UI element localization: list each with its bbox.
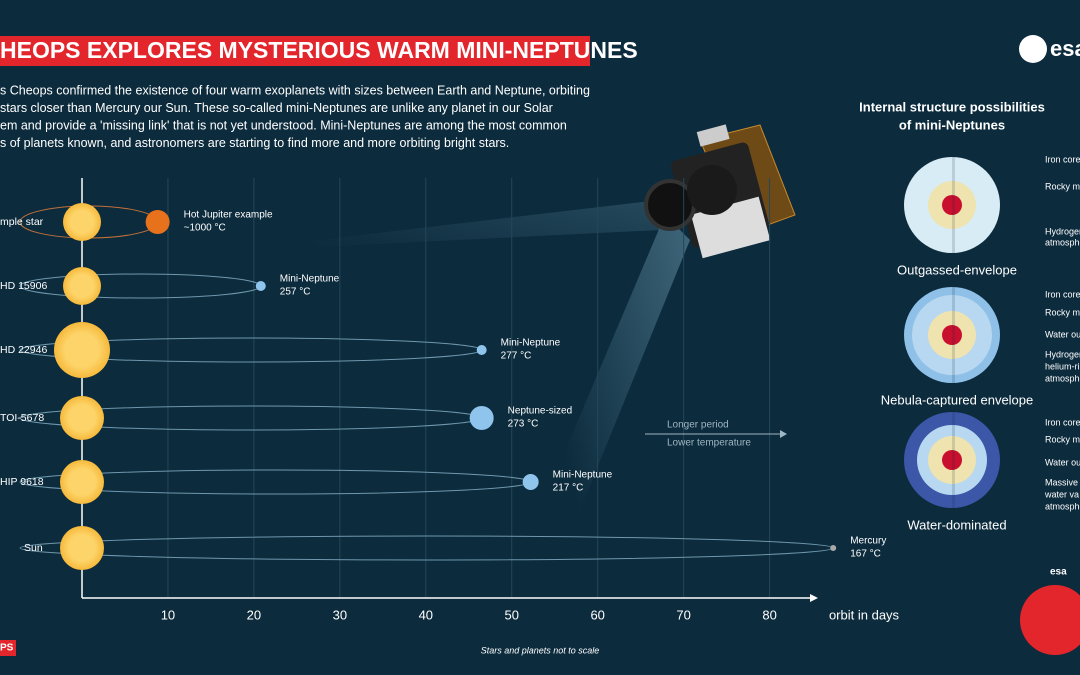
structure-title: of mini-Neptunes bbox=[899, 117, 1005, 132]
x-tick-label: 30 bbox=[333, 607, 347, 622]
planet bbox=[476, 345, 487, 355]
title: HEOPS EXPLORES MYSTERIOUS WARM MINI-NEPT… bbox=[0, 37, 638, 63]
title-band bbox=[0, 36, 590, 66]
mission-badge bbox=[0, 640, 16, 656]
annotation: Lower temperature bbox=[667, 438, 751, 449]
layer bbox=[942, 195, 962, 215]
axis-arrow bbox=[810, 594, 818, 602]
x-tick-label: 50 bbox=[505, 607, 519, 622]
structure-title: Internal structure possibilities bbox=[859, 99, 1045, 114]
annotation-head bbox=[780, 430, 787, 438]
layer-label: atmosphe bbox=[1045, 237, 1080, 247]
x-tick-label: 10 bbox=[161, 607, 175, 622]
layer-label: Water ou bbox=[1045, 329, 1080, 339]
star-label: mple star bbox=[0, 216, 44, 228]
layer-label: water va bbox=[1044, 489, 1079, 499]
layer-label: Iron core bbox=[1045, 154, 1080, 164]
x-axis-label: orbit in days bbox=[829, 607, 900, 622]
layer-label: Hydrogen bbox=[1045, 349, 1080, 359]
layer-label: Iron core bbox=[1045, 289, 1080, 299]
layer-label: Rocky ma bbox=[1045, 181, 1080, 191]
beam bbox=[540, 215, 690, 510]
intro-line: s of planets known, and astronomers are … bbox=[0, 136, 509, 150]
layer bbox=[942, 325, 962, 345]
star bbox=[63, 203, 101, 241]
layer-label: Iron core bbox=[1045, 417, 1080, 427]
layer bbox=[942, 450, 962, 470]
x-tick-label: 70 bbox=[676, 607, 690, 622]
star-label: HIP 9618 bbox=[0, 476, 44, 488]
planet-label: Mini-Neptune bbox=[280, 274, 340, 285]
planet bbox=[830, 545, 837, 551]
planet-label: Neptune-sized bbox=[508, 406, 572, 417]
layer-label: Hydrogen bbox=[1045, 226, 1080, 236]
layer-label: helium-ri bbox=[1045, 361, 1080, 371]
model-name: Outgassed-envelope bbox=[897, 262, 1017, 277]
layer-label: Massive bbox=[1045, 477, 1078, 487]
temperature-label: 257 °C bbox=[280, 287, 311, 298]
logo-mark bbox=[1019, 35, 1047, 63]
star-label: HD 15906 bbox=[0, 280, 47, 292]
x-tick-label: 80 bbox=[762, 607, 776, 622]
note: Stars and planets not to scale bbox=[481, 645, 600, 655]
temperature-label: ~1000 °C bbox=[184, 223, 226, 234]
temperature-label: 217 °C bbox=[553, 483, 584, 494]
layer-label: Rocky ma bbox=[1045, 434, 1080, 444]
star bbox=[60, 396, 104, 440]
mission: PS bbox=[0, 643, 14, 654]
temperature-label: 277 °C bbox=[501, 351, 532, 362]
star bbox=[60, 460, 104, 504]
intro-line: s Cheops confirmed the existence of four… bbox=[0, 83, 590, 97]
star bbox=[60, 526, 104, 570]
model-name: Nebula-captured envelope bbox=[881, 392, 1034, 407]
star-label: TOI-5678 bbox=[0, 412, 44, 424]
star bbox=[63, 267, 101, 305]
planet bbox=[145, 210, 170, 234]
planet bbox=[469, 406, 494, 430]
temperature-label: 273 °C bbox=[508, 419, 539, 430]
layer-label: Rocky ma bbox=[1045, 307, 1080, 317]
star-label: HD 22946 bbox=[0, 344, 47, 356]
planet-label: Mini-Neptune bbox=[553, 470, 613, 481]
intro-line: em and provide a 'missing link' that is … bbox=[0, 118, 567, 132]
cut bbox=[952, 157, 955, 253]
layer-label: atmosphe bbox=[1045, 373, 1080, 383]
star bbox=[54, 322, 110, 378]
beam bbox=[215, 200, 660, 252]
planet-label: Mercury bbox=[850, 536, 886, 547]
badge bbox=[1020, 585, 1080, 655]
planet-label: Mini-Neptune bbox=[501, 338, 561, 349]
model-name: Water-dominated bbox=[907, 517, 1006, 532]
satellite bbox=[644, 124, 796, 259]
x-tick-label: 20 bbox=[247, 607, 261, 622]
annotation: Longer period bbox=[667, 420, 729, 431]
intro-line: stars closer than Mercury our Sun. These… bbox=[0, 101, 553, 115]
planet bbox=[522, 474, 539, 490]
x-tick-label: 40 bbox=[419, 607, 433, 622]
cut bbox=[952, 412, 955, 508]
layer-label: Water ou bbox=[1045, 457, 1080, 467]
layer-label: atmosphe bbox=[1045, 501, 1080, 511]
x-tick-label: 60 bbox=[590, 607, 604, 622]
planet-label: Hot Jupiter example bbox=[184, 210, 273, 221]
cut bbox=[952, 287, 955, 383]
star-label: Sun bbox=[24, 542, 43, 554]
badge-text: esa bbox=[1050, 567, 1067, 578]
logo: esa bbox=[1050, 36, 1080, 61]
temperature-label: 167 °C bbox=[850, 549, 881, 560]
planet bbox=[255, 281, 266, 291]
